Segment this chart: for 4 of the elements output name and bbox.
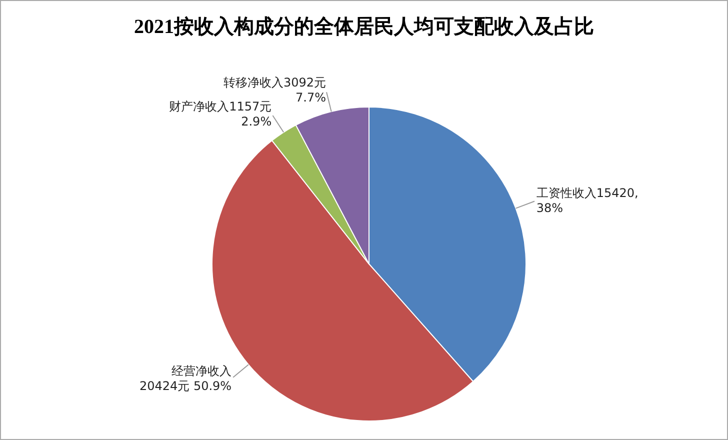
data-label: 20424元 50.9% <box>139 379 232 394</box>
chart-title: 2021按收入构成分的全体居民人均可支配收入及占比 <box>133 15 595 40</box>
slice-label: 经营净收入 <box>172 364 232 378</box>
slice-label: 工资性收入15420, 38% <box>536 186 638 216</box>
